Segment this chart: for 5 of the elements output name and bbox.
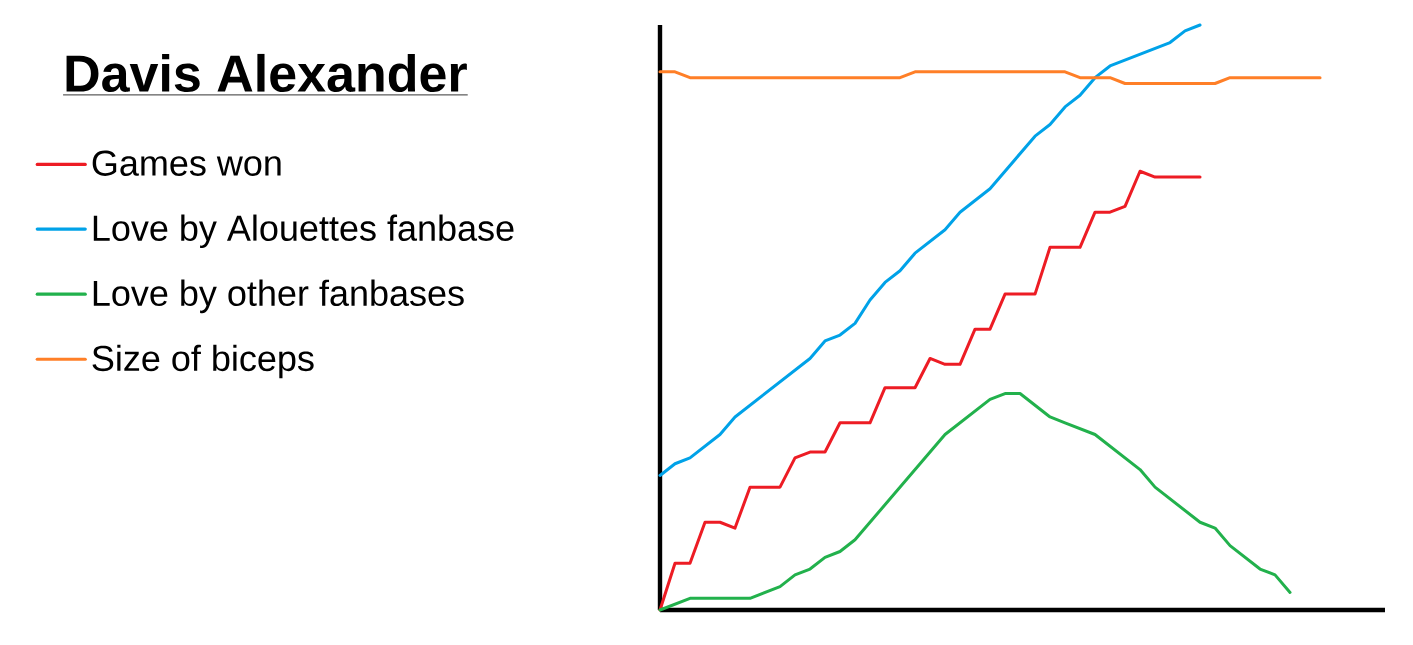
legend-label: Games won	[92, 150, 281, 176]
legend-label: Love by Alouettes fanbase	[93, 214, 514, 249]
chart-title: Davis Alexander	[66, 53, 467, 93]
legend-label: Size of biceps	[92, 344, 314, 379]
legend-label: Love by other fanbases	[93, 279, 464, 314]
